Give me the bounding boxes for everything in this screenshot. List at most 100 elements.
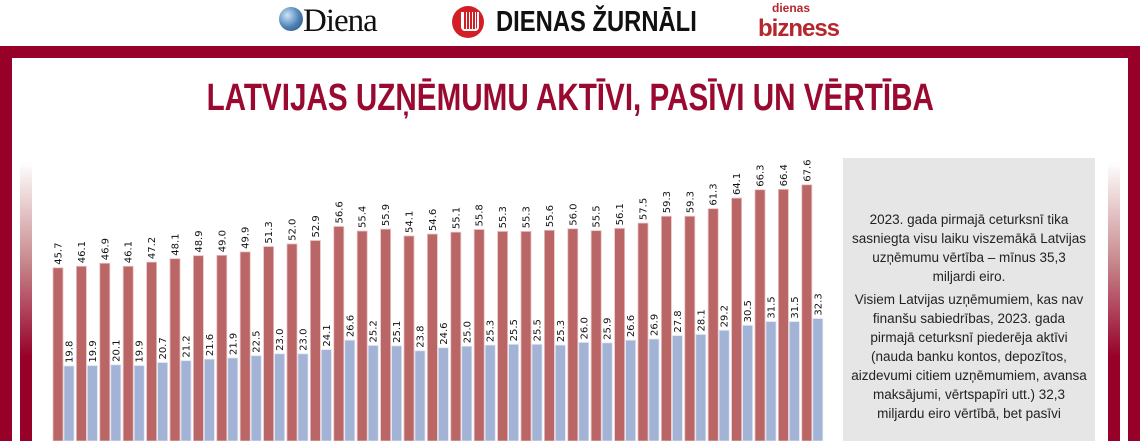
data-label: 21.2 — [182, 335, 193, 357]
blue-bar-10 — [274, 353, 286, 441]
blue-bar-12 — [320, 349, 332, 441]
right-gradient-bar — [1108, 162, 1120, 441]
dienas-zurnali-logo-icon — [452, 6, 484, 38]
data-label: 20.7 — [158, 337, 169, 359]
dienas-zurnali-logo[interactable]: DIENAS ŽURNĀLI — [496, 6, 697, 38]
red-bar-5 — [146, 261, 158, 441]
info-box: 2023. gada pirmajā ceturksnī tika sasnie… — [843, 158, 1095, 441]
red-bar-23 — [567, 228, 579, 441]
red-bar-7 — [192, 255, 204, 441]
data-label: 55.8 — [475, 204, 486, 226]
red-bar-3 — [99, 262, 111, 441]
blue-bar-5 — [157, 362, 169, 441]
data-label: 23.8 — [416, 326, 427, 348]
data-label: 25.5 — [509, 319, 520, 341]
data-label: 55.3 — [498, 206, 509, 228]
red-bar-1 — [52, 267, 64, 441]
data-label: 25.9 — [603, 318, 614, 340]
blue-bar-28 — [695, 334, 707, 441]
blue-bar-1 — [63, 365, 75, 441]
data-label: 67.6 — [802, 160, 813, 182]
info-paragraph-1: 2023. gada pirmajā ceturksnī tika sasnie… — [851, 212, 1087, 284]
info-paragraph-2: Visiem Latvijas uzņēmumiem, kas nav fina… — [851, 292, 1087, 421]
red-bar-10 — [263, 246, 275, 441]
data-label: 25.2 — [369, 320, 380, 342]
data-label: 25.3 — [556, 320, 567, 342]
blue-bar-21 — [531, 343, 543, 441]
blue-bar-13 — [344, 339, 356, 441]
data-label: 48.1 — [171, 233, 182, 255]
data-label: 55.4 — [358, 206, 369, 228]
data-label: 25.0 — [462, 321, 473, 343]
globe-logo-icon — [279, 7, 303, 31]
data-label: 26.0 — [579, 317, 590, 339]
data-label: 23.0 — [299, 329, 310, 351]
data-label: 51.3 — [264, 221, 275, 243]
data-label: 31.5 — [790, 296, 801, 318]
data-label: 24.6 — [439, 323, 450, 345]
red-bar-21 — [520, 231, 532, 441]
data-label: 25.3 — [486, 320, 497, 342]
red-bar-30 — [731, 197, 742, 441]
data-label: 24.1 — [322, 324, 333, 346]
blue-bar-18 — [461, 345, 473, 441]
dienas-bizness-logo[interactable]: dienas bizness — [758, 2, 868, 42]
data-label: 49.9 — [241, 227, 252, 249]
data-label: 27.8 — [673, 310, 684, 332]
data-label: 31.5 — [767, 296, 778, 318]
data-label: 49.0 — [217, 230, 228, 252]
red-bar-2 — [76, 265, 87, 441]
data-label: 29.2 — [720, 305, 731, 327]
data-label: 56.1 — [615, 203, 626, 225]
data-label: 22.5 — [252, 330, 263, 352]
blue-bar-16 — [414, 350, 426, 441]
blue-bar-24 — [601, 342, 613, 441]
red-bar-20 — [497, 231, 509, 441]
data-label: 52.9 — [311, 215, 322, 237]
blue-bar-33 — [812, 318, 824, 441]
red-bar-11 — [286, 243, 298, 441]
data-label: 57.5 — [639, 198, 650, 220]
data-label: 21.9 — [228, 333, 239, 355]
red-bar-22 — [544, 229, 555, 441]
blue-bar-30 — [742, 325, 753, 441]
red-bar-4 — [122, 265, 134, 441]
blue-bar-3 — [110, 364, 122, 441]
red-bar-31 — [754, 189, 766, 441]
data-label: 55.5 — [592, 205, 603, 227]
red-bar-19 — [473, 229, 485, 441]
data-label: 26.9 — [650, 314, 661, 336]
data-label: 55.6 — [545, 205, 556, 227]
blue-bar-29 — [718, 329, 730, 441]
data-label: 66.3 — [756, 164, 767, 186]
diena-logo[interactable]: Diena — [303, 3, 378, 39]
red-bar-27 — [661, 215, 672, 441]
blue-bar-9 — [250, 355, 262, 441]
left-gradient-bar — [20, 162, 32, 441]
data-label: 54.1 — [405, 211, 416, 233]
blue-bar-15 — [391, 345, 403, 441]
data-label: 32.3 — [813, 293, 824, 315]
blue-bar-11 — [297, 353, 309, 441]
data-label: 48.9 — [194, 230, 205, 252]
data-label: 19.8 — [65, 341, 76, 363]
data-label: 47.2 — [147, 237, 158, 259]
data-label: 25.5 — [533, 319, 544, 341]
data-label: 26.6 — [345, 315, 356, 337]
red-bar-16 — [403, 235, 415, 441]
blue-bar-7 — [203, 358, 215, 441]
blue-bar-26 — [648, 338, 660, 441]
blue-bar-17 — [437, 347, 449, 441]
blue-bar-8 — [227, 357, 239, 441]
data-label: 46.1 — [124, 241, 135, 263]
red-bar-32 — [778, 188, 789, 441]
blue-bar-27 — [672, 335, 683, 441]
red-bar-33 — [801, 184, 813, 441]
data-label: 19.9 — [135, 340, 146, 362]
data-label: 26.6 — [626, 315, 637, 337]
page-title: LATVIJAS UZŅĒMUMU AKTĪVI, PASĪVI UN VĒRT… — [206, 77, 934, 119]
data-label: 23.0 — [275, 329, 286, 351]
data-label: 55.9 — [381, 204, 392, 226]
red-bar-15 — [380, 228, 392, 441]
